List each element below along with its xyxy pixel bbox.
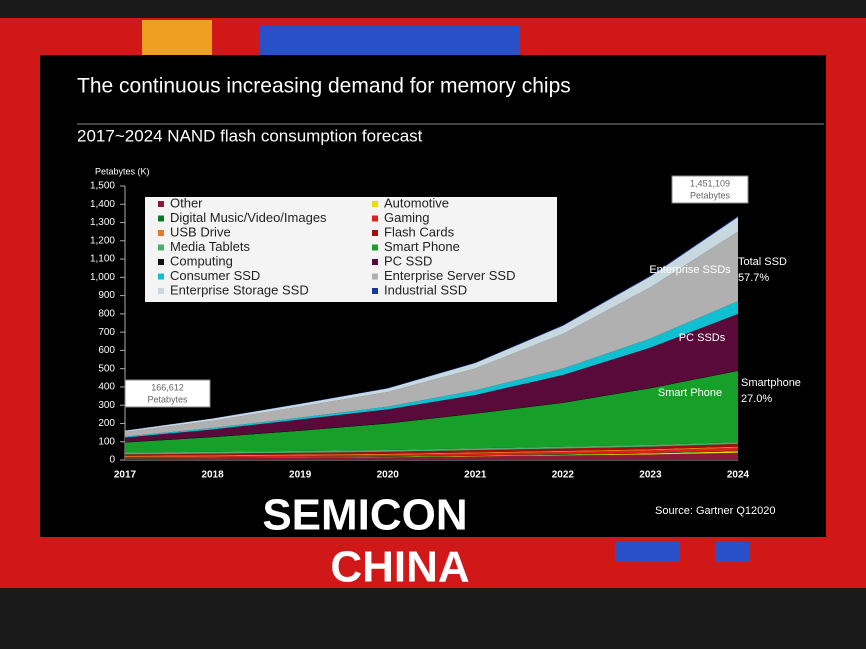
legend-swatch xyxy=(158,201,164,207)
area xyxy=(125,452,738,460)
y-tick-label: 500 xyxy=(98,363,115,374)
y-tick-label: 1,100 xyxy=(90,254,115,265)
brand: CHINA xyxy=(330,543,469,592)
x-tick-label: 2021 xyxy=(464,470,487,481)
segment-label: Enterprise SSDs xyxy=(649,264,731,276)
side-label: 27.0% xyxy=(741,393,772,405)
y-tick-label: 1,200 xyxy=(90,235,115,246)
y-tick-label: 900 xyxy=(98,290,115,301)
annotation: 1,451,109 xyxy=(690,178,730,188)
area xyxy=(125,313,738,443)
y-tick-label: 300 xyxy=(98,400,115,411)
legend-swatch xyxy=(158,230,164,236)
legend-label: Flash Cards xyxy=(384,224,455,239)
annotation: Petabytes xyxy=(690,190,731,200)
decor xyxy=(142,20,212,60)
y-tick-label: 700 xyxy=(98,327,115,338)
legend-swatch xyxy=(372,201,378,207)
legend-box xyxy=(145,197,557,302)
legend-label: Smart Phone xyxy=(384,239,460,254)
legend-swatch xyxy=(158,288,164,294)
legend-swatch xyxy=(372,215,378,222)
legend-label: PC SSD xyxy=(384,253,432,268)
legend-swatch xyxy=(372,230,378,236)
y-tick-label: 1,500 xyxy=(90,181,115,192)
legend-label: Automotive xyxy=(384,195,449,210)
y-tick-label: 1,000 xyxy=(90,272,115,283)
chart: Petabytes (K) 0 100 200 300 400 500 600 700 800 90… xyxy=(90,166,801,480)
legend-label: USB Drive xyxy=(170,224,231,239)
y-tick-label: 1,300 xyxy=(90,217,115,228)
legend-label: Digital Music/Video/Images xyxy=(170,210,327,225)
legend-label: Media Tablets xyxy=(170,239,250,254)
annotation: Petabytes xyxy=(147,394,188,404)
y-tick-label: 400 xyxy=(98,382,115,393)
decor xyxy=(715,542,750,562)
legend-label: Other xyxy=(170,195,203,210)
legend-swatch xyxy=(372,288,378,294)
annotation-box xyxy=(124,379,211,408)
annotation-box xyxy=(671,175,749,204)
x-tick-label: 2018 xyxy=(201,470,224,481)
x-tick-label: 2020 xyxy=(377,470,400,481)
y-tick-label: 200 xyxy=(98,418,115,429)
area xyxy=(125,443,738,456)
legend-label: Consumer SSD xyxy=(170,268,260,283)
legend-label: Enterprise Storage SSD xyxy=(170,282,309,297)
y-tick-label: 100 xyxy=(98,436,115,447)
area xyxy=(125,447,738,458)
y-tick-label: 800 xyxy=(98,309,115,320)
area xyxy=(125,451,738,459)
x-tick-label: 2022 xyxy=(552,470,575,481)
legend-swatch xyxy=(372,259,378,265)
legend-swatch xyxy=(372,244,378,251)
legend-label: Computing xyxy=(170,253,233,268)
slide-title: The continuous increasing demand for mem… xyxy=(77,75,571,98)
segment-label: PC SSDs xyxy=(679,332,726,344)
annotation: 166,612 xyxy=(151,382,184,392)
y-tick-label: 1,400 xyxy=(90,199,115,210)
legend-swatch xyxy=(158,273,164,280)
y-tick-label: 600 xyxy=(98,345,115,356)
x-tick-label: 2023 xyxy=(639,470,662,481)
decor xyxy=(615,542,680,562)
legend-label: Enterprise Server SSD xyxy=(384,268,516,283)
legend-label: Industrial SSD xyxy=(384,282,467,297)
area xyxy=(125,446,738,457)
legend-swatch xyxy=(158,215,164,222)
source: Source: Gartner Q12020 xyxy=(655,505,775,517)
x-tick-label: 2019 xyxy=(289,470,312,481)
y-tick-label: 0 xyxy=(109,455,115,466)
legend-label: Gaming xyxy=(384,210,430,225)
y-axis-label: Petabytes (K) xyxy=(95,166,150,176)
area xyxy=(125,370,738,453)
legend-swatch xyxy=(372,273,378,280)
area xyxy=(125,442,738,455)
legend-swatch xyxy=(158,244,164,251)
legend-swatch xyxy=(158,259,164,265)
side-label: Smartphone xyxy=(741,377,801,389)
area xyxy=(125,450,738,459)
area xyxy=(125,231,738,437)
brand: SEMICON xyxy=(262,491,467,540)
slide-subtitle: 2017~2024 NAND flash consumption forecas… xyxy=(77,126,423,145)
segment-label: Smart Phone xyxy=(658,387,722,399)
x-tick-label: 2024 xyxy=(727,470,750,481)
x-tick-label: 2017 xyxy=(114,470,137,481)
side-label: Total SSD xyxy=(738,256,787,268)
side-label: 57.7% xyxy=(738,272,769,284)
